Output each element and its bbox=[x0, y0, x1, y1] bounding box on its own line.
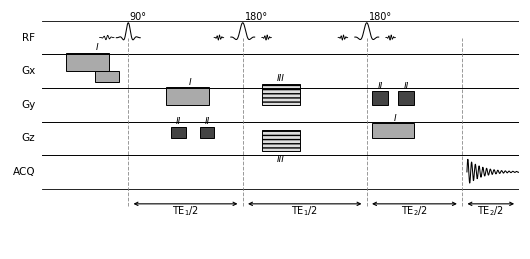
Text: TE$_1$/2: TE$_1$/2 bbox=[292, 205, 318, 218]
Bar bbox=[372, 123, 414, 138]
Text: ACQ: ACQ bbox=[13, 167, 35, 177]
Bar bbox=[262, 130, 300, 151]
Text: II: II bbox=[205, 117, 209, 126]
Bar bbox=[171, 127, 185, 138]
Bar bbox=[200, 127, 214, 138]
Text: RF: RF bbox=[22, 33, 35, 42]
Text: Gx: Gx bbox=[21, 66, 35, 76]
Bar bbox=[166, 87, 209, 105]
Text: 180°: 180° bbox=[245, 12, 268, 22]
Text: III: III bbox=[277, 155, 285, 164]
Bar bbox=[66, 53, 109, 71]
Bar bbox=[372, 91, 388, 105]
Text: II: II bbox=[176, 117, 181, 126]
Text: III: III bbox=[277, 74, 285, 83]
Text: TE$_2$/2: TE$_2$/2 bbox=[478, 205, 504, 218]
Text: TE$_2$/2: TE$_2$/2 bbox=[401, 205, 428, 218]
Text: 180°: 180° bbox=[369, 12, 392, 22]
Text: II: II bbox=[403, 82, 409, 91]
Text: II: II bbox=[377, 82, 383, 91]
Bar bbox=[262, 84, 300, 105]
Bar bbox=[398, 91, 414, 105]
Text: I: I bbox=[96, 43, 99, 52]
Text: Gy: Gy bbox=[21, 100, 35, 110]
Text: I: I bbox=[189, 78, 191, 87]
Text: 90°: 90° bbox=[130, 12, 147, 22]
Bar bbox=[95, 71, 119, 82]
Text: TE$_1$/2: TE$_1$/2 bbox=[172, 205, 199, 218]
Text: Gz: Gz bbox=[22, 133, 35, 143]
Text: I: I bbox=[394, 113, 396, 123]
